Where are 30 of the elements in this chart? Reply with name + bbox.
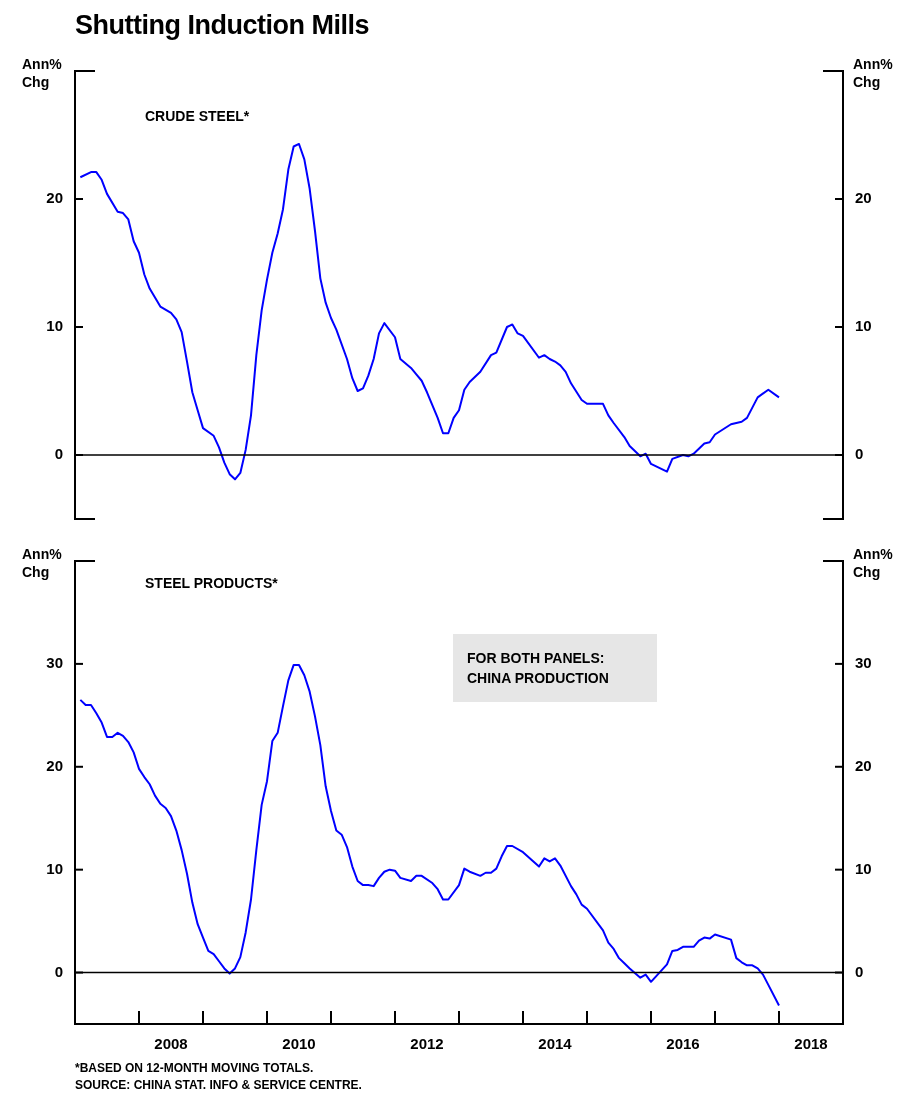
y2-tick-label: 30 — [855, 654, 872, 672]
y-tick-label: 10 — [46, 317, 63, 335]
x-tick-label: 2010 — [282, 1035, 316, 1053]
y-tick-label: 0 — [54, 962, 63, 980]
y2-tick-label: 0 — [855, 445, 864, 463]
y2-axis-title: Ann% Chg — [853, 545, 894, 581]
y-tick-label: 10 — [46, 859, 63, 877]
x-tick-label: 2016 — [666, 1035, 700, 1053]
annotation: CRUDE STEEL* — [145, 108, 250, 124]
y-axis-title: Ann% Chg — [22, 55, 63, 91]
x-tick-label: 2008 — [154, 1035, 188, 1053]
y-tick-label: 20 — [46, 756, 63, 774]
y-tick-label: 20 — [46, 189, 63, 207]
annotation: STEEL PRODUCTS* — [145, 575, 278, 591]
y2-tick-label: 20 — [855, 189, 872, 207]
y2-axis-title: Ann% Chg — [853, 55, 894, 91]
source-note: SOURCE: CHINA STAT. INFO & SERVICE CENTRE. — [74, 1077, 363, 1094]
y2-tick-label: 0 — [855, 962, 864, 980]
y2-tick-label: 20 — [855, 756, 872, 774]
y-axis-title: Ann% Chg — [22, 545, 63, 581]
text: *BASED ON 12-MONTH MOVING TOTALS. — [74, 1060, 315, 1077]
x-tick-label: 2014 — [538, 1035, 573, 1053]
y2-tick-label: 10 — [855, 859, 872, 877]
chart-title: Shutting Induction Mills — [74, 9, 370, 42]
y-tick-label: 0 — [54, 445, 63, 463]
note-box: FOR BOTH PANELS: CHINA PRODUCTION — [453, 634, 657, 702]
y-tick-label: 30 — [46, 654, 63, 672]
y2-tick-label: 10 — [855, 317, 872, 335]
x-tick-label: 2018 — [794, 1035, 828, 1053]
x-tick-label: 2012 — [410, 1035, 444, 1053]
